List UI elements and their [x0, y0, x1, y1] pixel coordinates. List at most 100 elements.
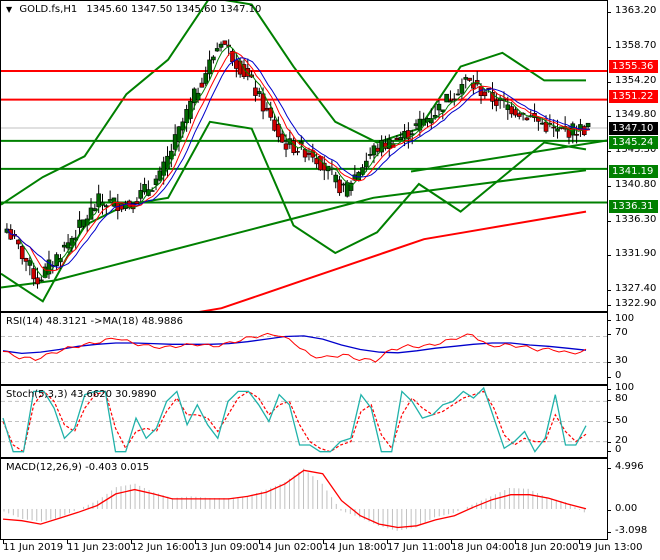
candlestick [467, 77, 472, 81]
candlestick [16, 239, 21, 245]
candlestick [88, 207, 94, 220]
candlestick [344, 182, 350, 197]
candlestick [31, 268, 36, 280]
candlestick [341, 183, 346, 186]
candlestick [245, 68, 251, 77]
macd-panel[interactable]: MACD(12,26,9) -0.403 0.015 [0, 458, 608, 540]
candlestick [367, 154, 373, 156]
time-label: 11 Jun 23:00 [67, 540, 131, 553]
ohlc-values: 1345.60 1347.50 1345.60 1347.10 [86, 4, 262, 15]
rsi-ma-line [2, 335, 587, 355]
ma-fast-line [6, 45, 591, 279]
candlestick [333, 174, 339, 183]
candlestick [207, 59, 212, 75]
candlestick [169, 150, 174, 160]
candlestick [176, 126, 182, 142]
rsi-tick: 0 [606, 370, 621, 381]
candlestick [371, 145, 377, 156]
candlestick [268, 107, 274, 118]
triangle-down-icon[interactable]: ▼ [6, 5, 13, 14]
candlestick [77, 219, 82, 228]
macd-axis: 4.996 0.00 -3.098 [606, 458, 660, 540]
macd-tick: 0.00 [606, 503, 637, 514]
candlestick [360, 167, 365, 175]
candlestick [81, 219, 86, 227]
ma-long-line [1, 169, 587, 289]
candlestick [165, 155, 170, 169]
candlestick [551, 126, 556, 129]
price-panel[interactable]: ▼ GOLD.fs,H1 1345.60 1347.50 1345.60 134… [0, 0, 608, 312]
candlestick [180, 121, 186, 131]
candlestick [574, 134, 579, 136]
time-label: 12 Jun 16:00 [131, 540, 195, 553]
ma-mid-line [6, 51, 591, 272]
ma-200-line [199, 210, 587, 311]
ma-slow-line [6, 57, 590, 268]
candlestick [295, 151, 300, 153]
time-label: 17 Jun 11:00 [387, 540, 451, 553]
candlestick [375, 147, 381, 152]
candlestick [203, 73, 209, 84]
price-tick: 1349.80 [606, 109, 656, 120]
candlestick [23, 258, 29, 262]
resistance-badge: 1351.22 [609, 90, 658, 103]
candlestick [272, 119, 277, 131]
candlestick [448, 100, 453, 103]
time-axis: 11 Jun 2019 11 Jun 23:00 12 Jun 16:00 13 Ju… [0, 540, 660, 560]
candlestick [494, 99, 499, 106]
candlestick [214, 48, 220, 52]
rsi-chart [1, 332, 607, 363]
symbol-label: GOLD.fs,H1 [19, 4, 78, 15]
stoch-main-line [2, 386, 587, 453]
candlestick [364, 160, 369, 168]
candlestick [199, 82, 205, 88]
candlestick [348, 182, 354, 191]
current-price-badge: 1347.10 [609, 122, 658, 135]
candlestick [253, 87, 258, 96]
price-tick: 1331.90 [606, 248, 656, 259]
candlestick [444, 93, 449, 103]
stoch-chart [1, 386, 607, 453]
candlestick [524, 117, 530, 121]
candlestick [153, 178, 159, 185]
candlestick [264, 108, 270, 111]
macd-tick: 4.996 [607, 461, 644, 472]
candlestick [314, 158, 319, 165]
stoch-tick: 50 [607, 415, 628, 426]
price-tick: 1363.20 [606, 5, 656, 16]
candlestick [356, 172, 361, 181]
candlestick [234, 59, 239, 69]
stoch-tick: 100 [606, 382, 634, 393]
price-tick: 1345.30 [606, 144, 656, 155]
candlestick [142, 184, 147, 193]
price-tick: 1336.30 [606, 214, 656, 225]
stoch-title: Stoch(5,3,3) 43.6620 30.9890 [6, 389, 157, 400]
candlestick [513, 109, 518, 116]
candlestick [306, 152, 312, 155]
stoch-axis: 100 80 50 20 0 [606, 382, 660, 458]
candlestick [539, 122, 545, 125]
candlestick [482, 91, 488, 97]
candlestick [413, 123, 419, 126]
stoch-tick: 0 [606, 444, 621, 455]
candlestick [451, 98, 457, 101]
candlestick [509, 106, 514, 115]
candlestick [436, 103, 442, 111]
candlestick [279, 133, 285, 143]
price-chart [1, 1, 607, 311]
candlestick [276, 123, 281, 138]
rsi-line [2, 332, 587, 363]
rsi-panel[interactable]: RSI(14) 48.3121 ->MA(18) 48.9886 [0, 312, 608, 385]
candlestick [188, 100, 193, 119]
price-tick: 1358.70 [606, 40, 656, 51]
candlestick [138, 190, 144, 199]
candlestick [260, 93, 266, 112]
stoch-signal-line [2, 390, 587, 453]
price-tick: 1327.40 [606, 283, 656, 294]
price-tick: 1340.80 [606, 179, 656, 190]
candlestick [505, 104, 511, 110]
price-tick: 1354.20 [606, 75, 656, 86]
support-badge: 1341.19 [609, 165, 658, 178]
macd-tick: -3.098 [606, 525, 647, 536]
stoch-panel[interactable]: Stoch(5,3,3) 43.6620 30.9890 [0, 385, 608, 458]
